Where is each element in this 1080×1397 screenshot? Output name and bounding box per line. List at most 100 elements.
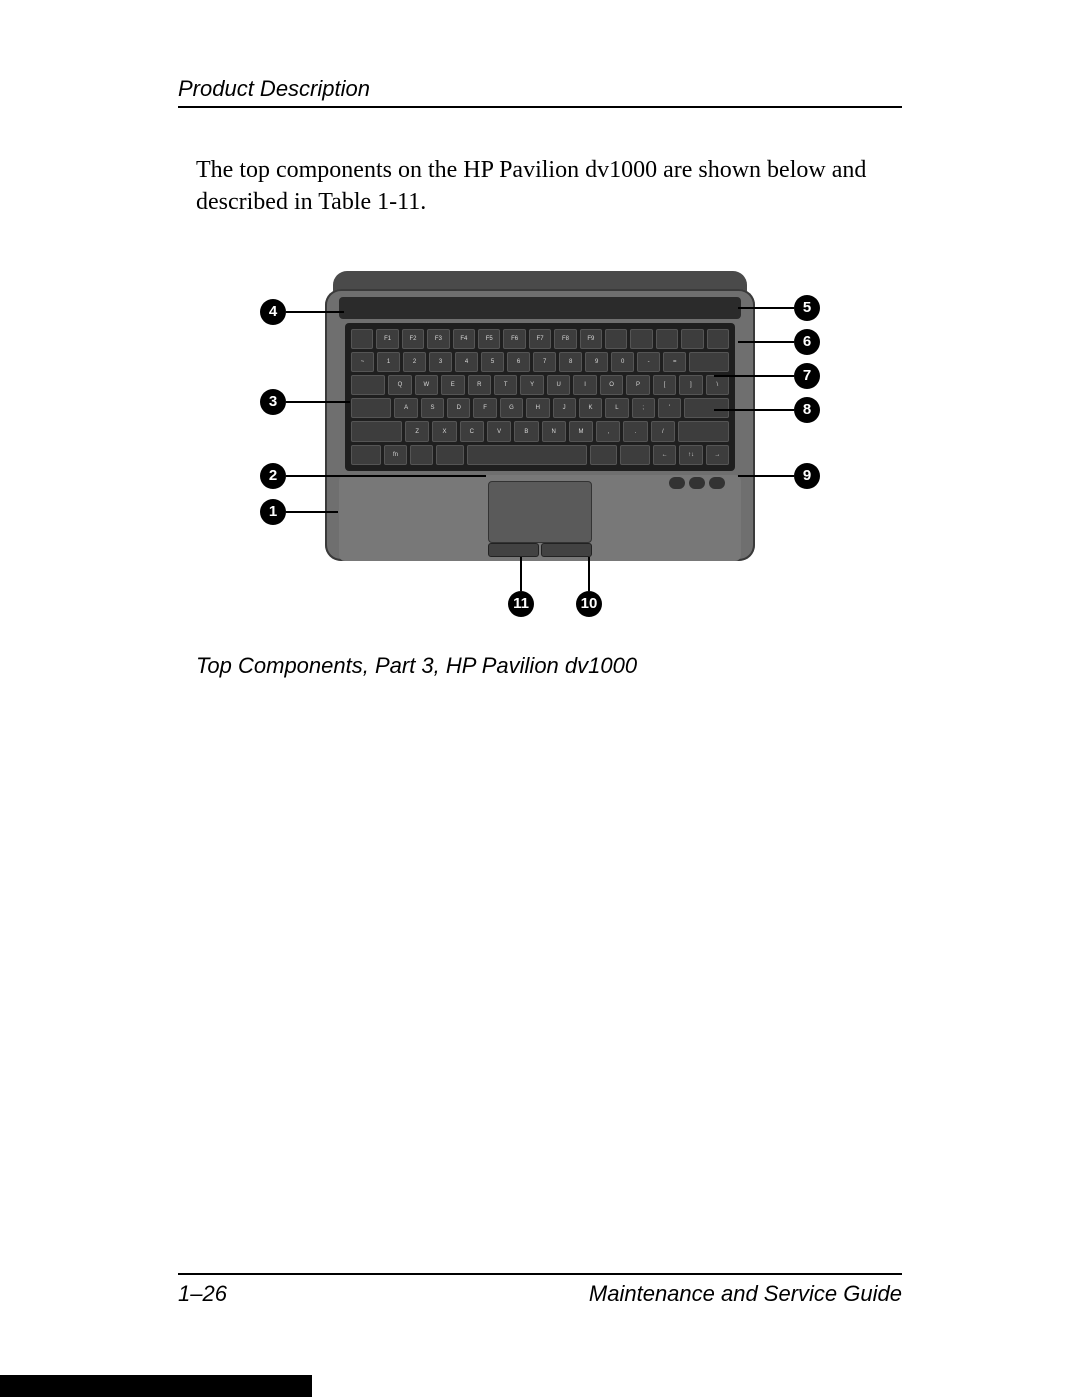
quickplay-buttons — [669, 477, 725, 489]
keyboard-key: T — [494, 375, 517, 395]
leader — [520, 557, 522, 591]
leader — [738, 307, 794, 309]
leader — [588, 557, 590, 591]
keyboard-key: 8 — [559, 352, 582, 372]
keyboard-key: 0 — [611, 352, 634, 372]
keyboard-key: → — [706, 445, 729, 465]
leader — [738, 341, 794, 343]
keyboard-key — [681, 329, 703, 349]
leader — [286, 311, 344, 313]
keyboard-key: F9 — [580, 329, 602, 349]
keyboard-key: L — [605, 398, 628, 418]
keyboard-key — [351, 398, 391, 418]
book-title: Maintenance and Service Guide — [589, 1281, 902, 1307]
callout-9: 9 — [794, 463, 820, 489]
keyboard-key: 6 — [507, 352, 530, 372]
leader — [286, 401, 350, 403]
touchpad-right-button — [541, 543, 592, 557]
keyboard-key: Y — [520, 375, 543, 395]
keyboard-key: F2 — [402, 329, 424, 349]
keyboard-key: M — [569, 421, 593, 441]
figure: F1F2F3F4F5F6F7F8F9~1234567890-=QWERTYUIO… — [260, 265, 820, 625]
keyboard-key — [351, 421, 402, 441]
leader — [714, 375, 794, 377]
keyboard-key: A — [394, 398, 417, 418]
page: Product Description The top components o… — [0, 0, 1080, 1397]
callout-5: 5 — [794, 295, 820, 321]
keyboard-key: Z — [405, 421, 429, 441]
keyboard-key: fn — [384, 445, 407, 465]
keyboard-key: ~ — [351, 352, 374, 372]
keyboard-key: ← — [653, 445, 676, 465]
callout-2: 2 — [260, 463, 286, 489]
keyboard-key: S — [421, 398, 444, 418]
keyboard-key — [590, 445, 618, 465]
keyboard-key: - — [637, 352, 660, 372]
keyboard-key — [467, 445, 586, 465]
keyboard-key: 2 — [403, 352, 426, 372]
callout-8: 8 — [794, 397, 820, 423]
keyboard-key: R — [468, 375, 491, 395]
callout-10: 10 — [576, 591, 602, 617]
page-footer: 1–26 Maintenance and Service Guide — [178, 1273, 902, 1307]
keyboard-key: E — [441, 375, 464, 395]
keyboard-key: N — [542, 421, 566, 441]
callout-7: 7 — [794, 363, 820, 389]
keyboard-key: F3 — [427, 329, 449, 349]
section-title: Product Description — [178, 76, 902, 106]
keyboard-key: [ — [653, 375, 676, 395]
keyboard-key — [436, 445, 464, 465]
keyboard-key: F4 — [453, 329, 475, 349]
keyboard-key: \ — [706, 375, 729, 395]
touchpad — [488, 481, 592, 543]
keyboard-key: Q — [388, 375, 411, 395]
keyboard-key — [351, 375, 385, 395]
keyboard-key: B — [514, 421, 538, 441]
page-number: 1–26 — [178, 1281, 227, 1307]
keyboard-key: ; — [632, 398, 655, 418]
keyboard-key — [410, 445, 433, 465]
speaker-strip — [339, 297, 741, 319]
keyboard-key: = — [663, 352, 686, 372]
keyboard-key: W — [415, 375, 438, 395]
keyboard-key: K — [579, 398, 602, 418]
keyboard-key: F8 — [554, 329, 576, 349]
keyboard-key: 1 — [377, 352, 400, 372]
keyboard-key: V — [487, 421, 511, 441]
callout-11: 11 — [508, 591, 534, 617]
leader — [286, 475, 486, 477]
keyboard-key: D — [447, 398, 470, 418]
keyboard-key — [656, 329, 678, 349]
quickplay-button — [709, 477, 725, 489]
keyboard-key — [620, 445, 650, 465]
keyboard-key: ' — [658, 398, 681, 418]
leader — [738, 475, 794, 477]
keyboard-key: O — [600, 375, 623, 395]
keyboard-key: F1 — [376, 329, 398, 349]
keyboard-key — [605, 329, 627, 349]
keyboard-key — [707, 329, 729, 349]
keyboard-key — [689, 352, 729, 372]
keyboard-key: 3 — [429, 352, 452, 372]
callout-3: 3 — [260, 389, 286, 415]
quickplay-button — [669, 477, 685, 489]
keyboard-key: 9 — [585, 352, 608, 372]
keyboard-key: I — [573, 375, 596, 395]
leader — [286, 511, 338, 513]
keyboard: F1F2F3F4F5F6F7F8F9~1234567890-=QWERTYUIO… — [345, 323, 735, 471]
keyboard-key: J — [553, 398, 576, 418]
header-rule — [178, 106, 902, 108]
keyboard-key: 5 — [481, 352, 504, 372]
keyboard-key: F6 — [503, 329, 525, 349]
keyboard-key: / — [651, 421, 675, 441]
keyboard-key: 4 — [455, 352, 478, 372]
callout-6: 6 — [794, 329, 820, 355]
keyboard-key — [678, 421, 729, 441]
keyboard-key — [351, 445, 381, 465]
keyboard-key: U — [547, 375, 570, 395]
keyboard-key: , — [596, 421, 620, 441]
keyboard-key: X — [432, 421, 456, 441]
keyboard-key: 7 — [533, 352, 556, 372]
figure-caption: Top Components, Part 3, HP Pavilion dv10… — [196, 653, 902, 679]
keyboard-key: C — [460, 421, 484, 441]
